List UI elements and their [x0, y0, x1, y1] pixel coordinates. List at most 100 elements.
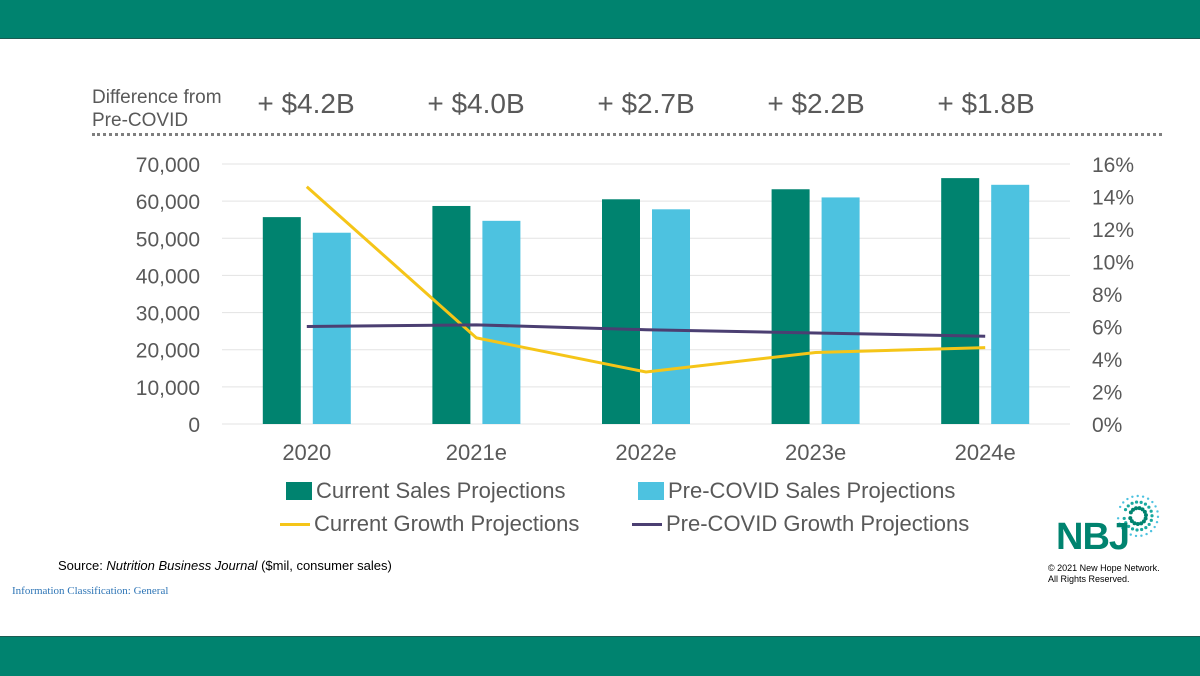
copyright-line-2: All Rights Reserved. [1048, 574, 1130, 584]
logo-burst-dot [1126, 497, 1129, 501]
logo-burst-dot [1140, 527, 1144, 532]
logo-burst-dot [1128, 516, 1133, 521]
logo-burst-dot [1153, 525, 1156, 529]
logo-burst-dot [1124, 530, 1128, 534]
logo-burst-dot [1134, 534, 1138, 538]
sales-growth-chart: 0 10,000 20,000 30,000 40,000 50,000 60,000 70,… [136, 154, 1134, 465]
logo-burst-dot [1154, 505, 1157, 508]
left-axis-tick-label: 30,000 [136, 303, 200, 326]
left-axis-tick-label: 40,000 [136, 265, 200, 288]
logo-burst-dot [1126, 504, 1130, 508]
logo-burst-dot [1150, 514, 1154, 518]
logo-burst-dot [1149, 529, 1153, 533]
bar-precovid-sales [821, 197, 860, 424]
right-axis-tick-label: 4% [1092, 349, 1122, 372]
right-axis-tick-label: 8% [1092, 284, 1122, 307]
bar-precovid-sales [312, 232, 351, 424]
source-journal: Nutrition Business Journal [106, 558, 258, 573]
logo-burst-dot [1139, 521, 1144, 526]
bar-precovid-sales [991, 184, 1030, 424]
logo-burst-dot [1143, 502, 1148, 506]
copyright: © 2021 New Hope Network. All Rights Rese… [1048, 563, 1188, 585]
logo-burst-dot [1147, 505, 1151, 509]
logo-burst-dot [1135, 528, 1139, 532]
right-axis-tick-label: 2% [1092, 382, 1122, 405]
left-axis-tick-label: 70,000 [136, 154, 200, 177]
nbj-logo-text: NBJ [1056, 516, 1130, 558]
difference-row: + $4.2B + $4.0B + $2.7B + $2.2B + $1.8B [0, 88, 1200, 122]
difference-value-2023e: + $2.2B [767, 88, 865, 119]
logo-burst-dot [1141, 495, 1145, 498]
x-axis-tick-label: 2022e [615, 440, 676, 465]
logo-burst-dot [1151, 500, 1154, 504]
precovid-growth-line [306, 323, 986, 338]
x-axis-tick-label: 2020 [282, 440, 331, 465]
logo-burst-dot [1140, 534, 1143, 537]
logo-burst-dot [1149, 518, 1153, 522]
legend-item-current-sales: Current Sales Projections [286, 478, 565, 504]
logo-burst-dot [1139, 500, 1143, 504]
difference-value-2022e: + $2.7B [597, 88, 695, 119]
logo-burst-dot [1146, 497, 1150, 500]
logo-burst-dot [1120, 527, 1124, 530]
legend-label-precovid-sales: Pre-COVID Sales Projections [668, 478, 956, 503]
source-prefix: Source: [58, 558, 107, 573]
difference-label: Difference from Pre-COVID [92, 87, 222, 131]
left-axis-tick-label: 0 [188, 414, 200, 437]
legend-swatch-precovid-sales [638, 482, 664, 500]
top-band [0, 0, 1200, 39]
logo-burst-dot [1122, 501, 1125, 504]
x-axis-tick-label: 2021e [446, 440, 507, 465]
logo-burst-dot [1131, 507, 1136, 512]
logo-burst-dot [1129, 519, 1134, 524]
logo-burst-dot [1116, 517, 1120, 520]
logo-burst-dot [1137, 506, 1142, 511]
bar-current-sales [262, 217, 301, 424]
left-axis-tick-label: 60,000 [136, 191, 200, 214]
logo-burst-dot [1141, 519, 1146, 524]
dotted-separator [92, 133, 1162, 136]
logo-burst-dot [1118, 522, 1121, 525]
legend-item-precovid-sales: Pre-COVID Sales Projections [638, 478, 955, 504]
legend-label-precovid-growth: Pre-COVID Growth Projections [666, 511, 970, 536]
right-axis-tick-label: 6% [1092, 317, 1122, 340]
legend-label-current-growth: Current Growth Projections [314, 511, 580, 536]
left-axis-tick-label: 20,000 [136, 340, 200, 363]
logo-burst-dot [1142, 509, 1147, 514]
x-axis-tick-label: 2023e [785, 440, 846, 465]
logo-burst-dot [1130, 501, 1134, 505]
current-growth-line [305, 185, 986, 374]
logo-burst-dot [1118, 505, 1122, 509]
logo-burst-dot [1130, 527, 1135, 531]
logo-burst-dot [1134, 500, 1139, 504]
copyright-line-1: © 2021 New Hope Network. [1048, 563, 1160, 573]
difference-value-2020: + $4.2B [257, 88, 355, 119]
legend-item-current-growth: Current Growth Projections [280, 511, 579, 537]
logo-burst-dot [1136, 494, 1139, 498]
logo-burst-dot [1149, 509, 1153, 513]
bar-precovid-sales [652, 209, 690, 424]
difference-value-2024e: + $1.8B [937, 88, 1035, 119]
legend-swatch-precovid-growth [632, 522, 662, 526]
left-axis-tick-label: 10,000 [136, 377, 200, 400]
right-axis-tick-label: 14% [1092, 187, 1134, 210]
logo-burst-dot [1144, 526, 1148, 530]
logo-burst-dot [1124, 521, 1128, 525]
logo-burst-dot [1156, 515, 1160, 519]
bar-current-sales [602, 199, 640, 424]
logo-burst-dot [1145, 532, 1148, 536]
bar-current-sales [771, 189, 810, 424]
logo-burst-dot [1143, 513, 1148, 518]
right-axis-tick-label: 12% [1092, 219, 1134, 242]
right-axis-tick-label: 0% [1092, 414, 1122, 437]
bar-current-sales [941, 178, 980, 424]
x-axis-tick-label: 2024e [955, 440, 1016, 465]
logo-burst-dot [1131, 495, 1134, 499]
bottom-band [0, 636, 1200, 676]
logo-burst-dot [1143, 516, 1148, 521]
logo-burst-dot [1122, 516, 1126, 521]
logo-burst-dot [1127, 524, 1131, 529]
legend-label-current-sales: Current Sales Projections [316, 478, 566, 503]
legend-swatch-current-sales [286, 482, 312, 500]
logo-burst-dot [1147, 522, 1151, 527]
